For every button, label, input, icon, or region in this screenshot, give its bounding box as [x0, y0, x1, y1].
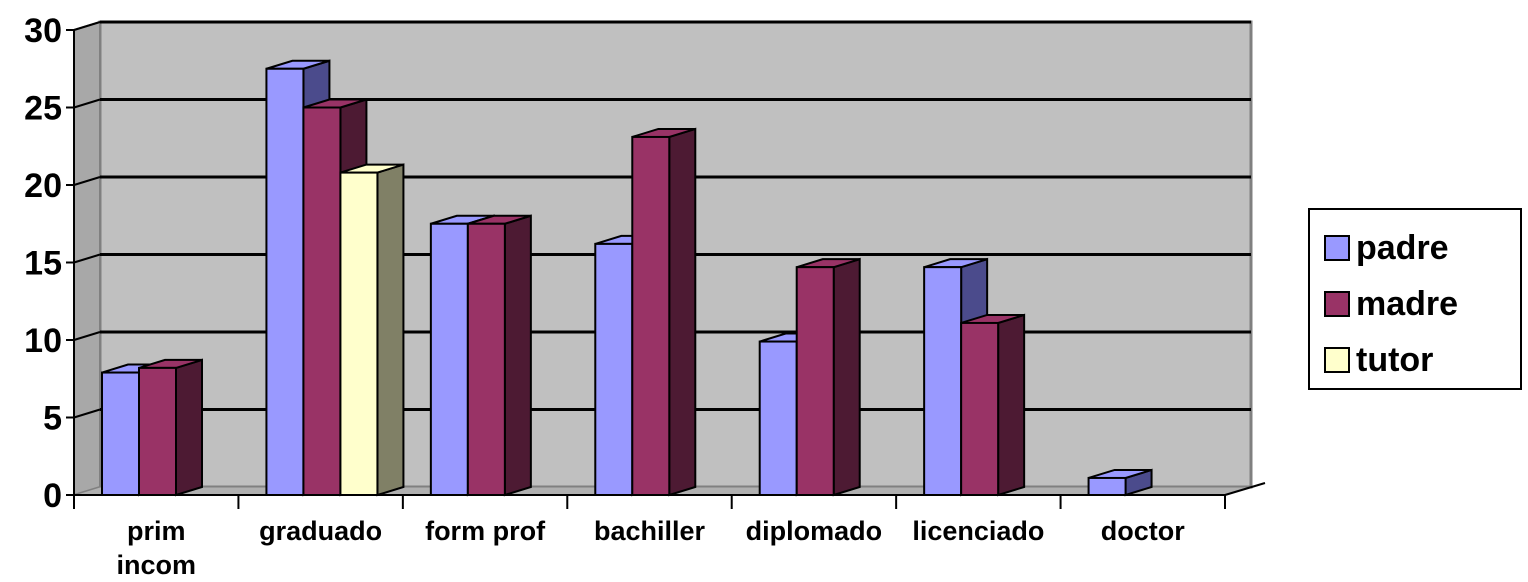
bar-front	[594, 242, 634, 496]
bar-side	[175, 358, 203, 497]
bar-front	[923, 266, 963, 496]
tick-labels: 0 5 10 15 20 25 30 prim incom graduado form prof ba…	[24, 12, 1185, 580]
legend-swatch-madre	[1324, 291, 1350, 317]
x-tick-label-4: diplomado	[746, 516, 883, 546]
x-tick-label-0: incom	[116, 550, 196, 580]
bar-front	[339, 171, 379, 496]
bar-front	[758, 340, 798, 496]
bar-front	[265, 67, 305, 496]
gridline-depth-25	[73, 98, 101, 109]
bar-side	[668, 127, 697, 497]
bar-front	[795, 266, 835, 496]
bar-side	[376, 163, 405, 497]
x-tick-label-5: licenciado	[912, 516, 1044, 546]
bar-tutor-1	[339, 163, 405, 497]
gridline-depth-10	[73, 331, 101, 341]
bar-madre-4	[795, 257, 861, 497]
bar-madre-5	[960, 313, 1026, 497]
bar-front	[302, 106, 342, 496]
y-tick-label-30: 30	[24, 12, 62, 50]
legend-item-tutor: tutor	[1324, 342, 1433, 378]
legend-swatch-padre	[1324, 235, 1350, 261]
x-tick-label-6: doctor	[1101, 516, 1185, 546]
bar-front	[138, 366, 177, 496]
gridline-depth-5	[73, 408, 101, 419]
x-axis-depth-line	[1224, 482, 1266, 496]
bar-front	[960, 321, 1000, 497]
y-tick-label-20: 20	[24, 167, 62, 205]
gridline-depth-20	[73, 176, 101, 186]
legend-label-tutor: tutor	[1356, 341, 1434, 379]
x-tick-label-3: bachiller	[594, 516, 706, 546]
y-tick-label-15: 15	[24, 245, 62, 283]
bar-front	[631, 135, 671, 496]
legend-item-madre: madre	[1324, 286, 1458, 322]
legend-swatch-tutor	[1324, 347, 1350, 373]
y-tick-label-0: 0	[43, 477, 62, 515]
y-tick-label-5: 5	[43, 400, 62, 438]
bar-side	[503, 214, 532, 497]
x-tick-label-0: prim	[127, 516, 186, 546]
y-tick-label-10: 10	[24, 322, 62, 360]
legend-item-padre: padre	[1324, 230, 1449, 266]
gridline-depth-15	[73, 253, 101, 264]
y-tick-label-25: 25	[24, 90, 62, 128]
bar-side	[832, 257, 861, 497]
x-tick-label-2: form prof	[425, 516, 546, 546]
gridline-depth-30	[73, 21, 101, 31]
x-tick-label-1: graduado	[259, 516, 382, 546]
legend-label-padre: padre	[1356, 229, 1449, 267]
bar-front	[466, 222, 506, 496]
legend-label-madre: madre	[1356, 285, 1459, 323]
bar-madre-3	[631, 127, 697, 497]
bars	[101, 59, 1153, 497]
bar-madre-2	[466, 214, 532, 497]
legend: padre madre tutor	[1308, 208, 1522, 390]
bar-side	[997, 313, 1026, 497]
bar-front	[1087, 476, 1127, 497]
bar-front	[429, 222, 469, 496]
bar-padre-6	[1087, 468, 1153, 497]
bar-front	[101, 371, 140, 496]
bar-madre-0	[138, 358, 203, 497]
